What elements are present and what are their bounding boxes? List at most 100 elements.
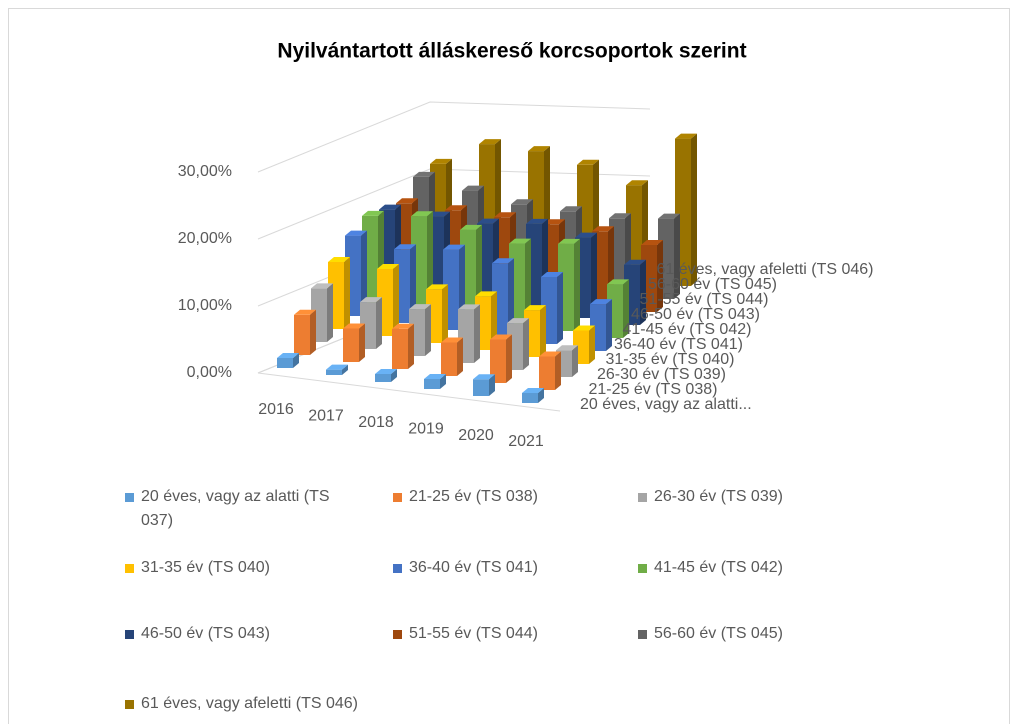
legend-label: 36-40 év (TS 041) [409, 559, 538, 576]
bar-top [394, 244, 416, 250]
bar-side [523, 318, 529, 370]
bar-top [522, 387, 544, 393]
x-tick-label: 2016 [258, 401, 294, 418]
bar-side [623, 279, 629, 338]
bar-top [626, 180, 648, 186]
bar-side [361, 230, 367, 316]
bar-front [277, 357, 293, 368]
bar [277, 352, 299, 368]
legend-swatch [638, 630, 647, 639]
bar-top [507, 318, 529, 324]
bar-side [574, 238, 580, 331]
bar-top [492, 258, 514, 264]
bar-side [540, 305, 546, 357]
bar-side [691, 133, 697, 286]
bar-top [541, 272, 563, 277]
legend-label: 46-50 év (TS 043) [141, 625, 270, 642]
bar-top [641, 240, 663, 245]
bar-top [475, 291, 497, 297]
bar-side [376, 297, 382, 349]
x-tick-label: 2017 [308, 408, 344, 425]
bar-side [640, 259, 646, 325]
legend-label: 51-55 év (TS 044) [409, 625, 538, 642]
x-tick-label: 2019 [408, 420, 444, 437]
bar-top [411, 211, 433, 217]
bar-top [509, 238, 531, 244]
bar-side [474, 304, 480, 363]
legend-swatch [125, 564, 134, 573]
legend-swatch [393, 564, 402, 573]
legend-item: 41-45 év (TS 042) [638, 556, 884, 580]
bar-top [477, 218, 499, 224]
bar [294, 309, 316, 355]
bar-side [591, 232, 597, 318]
bar-top [360, 297, 382, 303]
bar-top [675, 133, 697, 139]
bar-top [543, 219, 565, 225]
bar-top [490, 334, 512, 340]
bar-top [528, 146, 550, 152]
depth-tick-label: 26-30 év (TS 039) [597, 366, 726, 383]
bar-side [674, 213, 680, 299]
depth-tick-label: 46-50 év (TS 043) [631, 306, 760, 323]
bar-top [624, 259, 646, 265]
bar-top [560, 206, 582, 212]
bar-front [424, 378, 440, 389]
bar-side [657, 240, 663, 312]
bar-top [575, 232, 597, 238]
bar-top [362, 210, 384, 216]
depth-tick-label: 31-35 év (TS 040) [606, 351, 735, 368]
depth-tick-label: 21-25 év (TS 038) [589, 381, 718, 398]
bar-top [458, 304, 480, 310]
bar-top [379, 204, 401, 210]
bar-side [425, 304, 431, 356]
bar-top [577, 159, 599, 165]
legend-item: 21-25 év (TS 038) [393, 485, 639, 509]
bar [522, 387, 544, 403]
bar-top [607, 279, 629, 285]
bar [473, 374, 495, 396]
bar [326, 364, 348, 375]
chart-title: Nyilvántartott álláskereső korcsoportok … [277, 40, 746, 63]
bar-top [326, 364, 348, 370]
legend-swatch [638, 493, 647, 502]
grid-line [257, 101, 651, 173]
bar-front [441, 342, 457, 376]
bar-top [377, 264, 399, 269]
bar-top [445, 205, 467, 211]
bar-front [392, 328, 408, 369]
legend-item: 61 éves, vagy afeletti (TS 046) [125, 692, 371, 716]
bar-top [609, 213, 631, 219]
bar-top [328, 257, 350, 262]
legend-label: 56-60 év (TS 045) [654, 625, 783, 642]
x-tick-label: 2020 [458, 427, 494, 444]
bar-top [556, 345, 578, 351]
bar-top [511, 199, 533, 205]
bar-top [424, 373, 446, 379]
bar-top [524, 305, 546, 311]
legend-item: 20 éves, vagy az alatti (TS 037) [125, 485, 331, 533]
bar-top [409, 304, 431, 310]
bar-top [413, 171, 435, 177]
bar-top [426, 284, 448, 290]
bar-side [525, 238, 531, 324]
bar-top [311, 283, 333, 289]
bar-top [494, 212, 516, 218]
bar-top [396, 198, 418, 204]
depth-tick-label: 51-55 év (TS 044) [640, 291, 769, 308]
y-tick-label: 10,00% [178, 297, 232, 314]
bar-side [489, 374, 495, 396]
bar-side [342, 364, 348, 375]
bar-side [408, 323, 414, 369]
bar [573, 325, 595, 364]
bar-top [539, 351, 561, 357]
bar-top [658, 213, 680, 219]
bar-side [440, 373, 446, 389]
legend-item: 31-35 év (TS 040) [125, 556, 371, 580]
bar-front [490, 339, 506, 383]
bar-side [391, 368, 397, 382]
bar-top [428, 211, 450, 217]
bar-side [538, 387, 544, 403]
bar-top [573, 325, 595, 331]
legend-item: 56-60 év (TS 045) [638, 622, 884, 646]
